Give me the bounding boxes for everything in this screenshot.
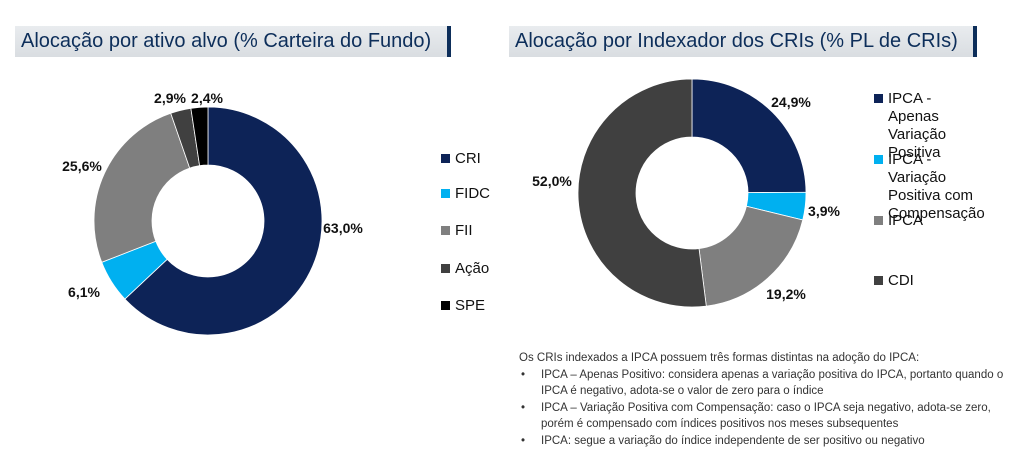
- legend2-label: CDI: [888, 272, 914, 289]
- chart2-data-label-1: 3,9%: [808, 203, 840, 219]
- note-bullet: IPCA – Apenas Positivo: considera apenas…: [521, 367, 1009, 400]
- legend2-label: IPCA: [888, 212, 924, 229]
- note-bullet: IPCA – Variação Positiva com Compensação…: [521, 400, 1009, 433]
- chart2-title: Alocação por Indexador dos CRIs (% PL de…: [509, 26, 977, 57]
- chart1-data-label-2: 25,6%: [62, 158, 102, 174]
- chart1-data-label-3: 2,9%: [154, 90, 186, 106]
- legend1-swatch: [441, 301, 450, 310]
- ipca-explanation-note: Os CRIs indexados a IPCA possuem três fo…: [519, 350, 1009, 449]
- legend1-swatch: [441, 154, 450, 163]
- chart2-slice-3: [577, 78, 707, 308]
- chart2-slice-2: [698, 205, 804, 307]
- legend1-label: FIDC: [455, 185, 490, 202]
- legend2-label: IPCA - Variação Positiva com Compensação: [888, 151, 985, 222]
- legend2-swatch: [874, 276, 883, 285]
- legend1-label: FII: [455, 222, 473, 239]
- chart1-data-label-1: 6,1%: [68, 284, 100, 300]
- chart2-data-label-2: 19,2%: [766, 286, 806, 302]
- legend1-label: Ação: [455, 260, 490, 277]
- chart1-data-label-4: 2,4%: [191, 90, 223, 106]
- note-bullet: IPCA: segue a variação do índice indepen…: [521, 433, 1009, 450]
- legend2-swatch: [874, 216, 883, 225]
- legend1-swatch: [441, 226, 450, 235]
- legend2-swatch: [874, 155, 883, 164]
- legend1-label: CRI: [455, 150, 481, 167]
- legend1-swatch: [441, 189, 450, 198]
- chart1-slice-0: [124, 106, 323, 336]
- note-intro: Os CRIs indexados a IPCA possuem três fo…: [519, 352, 920, 364]
- legend2-label: IPCA - Apenas Variação Positiva: [888, 90, 947, 161]
- chart1-data-label-0: 63,0%: [323, 220, 363, 236]
- chart2-legend: IPCA - Apenas Variação Positiva IPCA - V…: [874, 90, 1019, 290]
- chart1-slice-4: [190, 106, 209, 167]
- chart2-data-label-0: 24,9%: [771, 94, 811, 110]
- chart2-slice-0: [691, 78, 807, 194]
- chart2-data-label-3: 52,0%: [532, 173, 572, 189]
- legend1-swatch: [441, 264, 450, 273]
- legend1-label: SPE: [455, 297, 486, 314]
- chart1-title: Alocação por ativo alvo (% Carteira do F…: [15, 26, 451, 57]
- chart1-slice-2: [93, 112, 191, 263]
- note-bullet-list: IPCA – Apenas Positivo: considera apenas…: [519, 367, 1009, 450]
- chart1-legend: CRI FIDC FII Ação SPE: [441, 150, 521, 320]
- legend2-swatch: [874, 94, 883, 103]
